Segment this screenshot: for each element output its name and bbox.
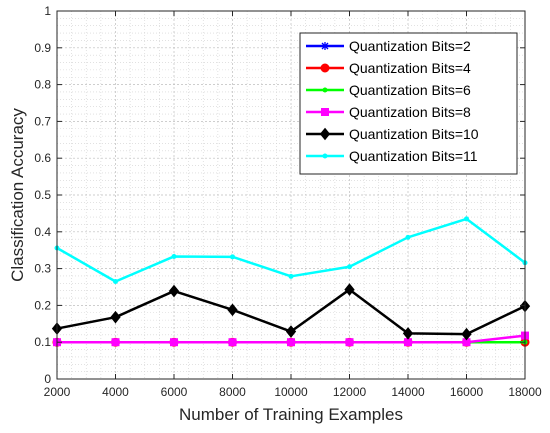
data-point — [347, 264, 352, 270]
legend-entry: Quantization Bits=4 — [306, 60, 471, 76]
data-point — [345, 338, 354, 347]
y-tick-label: 0.7 — [34, 114, 51, 128]
y-tick-label: 0.2 — [34, 298, 51, 312]
x-tick-label: 18000 — [508, 385, 542, 399]
data-point — [321, 108, 329, 116]
y-tick-label: 0.3 — [34, 262, 51, 276]
legend-label: Quantization Bits=11 — [349, 148, 478, 164]
data-point — [322, 153, 328, 159]
x-tick-label: 16000 — [450, 385, 484, 399]
y-tick-label: 1 — [44, 4, 51, 18]
legend-entry: Quantization Bits=11 — [306, 148, 478, 164]
legend-entry: Quantization Bits=8 — [306, 104, 471, 120]
x-tick-label: 8000 — [219, 385, 246, 399]
legend-entry: Quantization Bits=10 — [306, 126, 479, 142]
data-point — [321, 42, 329, 50]
y-tick-label: 0 — [44, 372, 51, 386]
legend-entry: Quantization Bits=2 — [306, 38, 471, 54]
data-point — [168, 284, 180, 298]
x-tick-label: 6000 — [161, 385, 188, 399]
legend: Quantization Bits=2 Quantization Bits=4 Qu… — [299, 32, 518, 175]
x-tick-label: 12000 — [333, 385, 367, 399]
y-axis-title: Classification Accuracy — [8, 108, 27, 282]
data-point — [230, 254, 235, 260]
data-point — [464, 216, 469, 222]
data-point — [110, 310, 121, 324]
data-point — [170, 338, 178, 347]
data-point — [285, 325, 297, 338]
y-tick-label: 0.4 — [34, 225, 51, 239]
x-tick-label: 14000 — [391, 385, 425, 399]
data-point — [404, 338, 412, 347]
y-tick-label: 0.5 — [34, 188, 51, 202]
data-point — [288, 273, 294, 279]
data-point — [322, 87, 328, 93]
x-tick-label: 4000 — [102, 385, 129, 399]
data-point — [171, 253, 177, 259]
data-point — [461, 327, 472, 341]
x-axis-title: Number of Training Examples — [179, 405, 403, 424]
y-tick-label: 0.9 — [34, 41, 51, 55]
legend-label: Quantization Bits=4 — [349, 60, 471, 76]
legend-label: Quantization Bits=6 — [349, 82, 471, 98]
y-tick-label: 0.6 — [34, 151, 51, 165]
data-point — [319, 127, 331, 141]
y-tick-label: 0.1 — [34, 335, 51, 349]
series-6 — [54, 216, 528, 284]
legend-label: Quantization Bits=8 — [349, 104, 471, 120]
x-axis-ticks: 2000 4000 6000 8000 10000 12000 14000 16000 1800… — [44, 11, 542, 399]
data-point — [287, 338, 295, 347]
legend-label: Quantization Bits=2 — [349, 38, 471, 54]
data-point — [405, 234, 411, 240]
y-axis-ticks: 0 0.1 0.2 0.3 0.4 0.5 0.6 0.7 0.8 0.9 1 — [34, 4, 525, 386]
legend-label: Quantization Bits=10 — [349, 126, 479, 142]
x-tick-label: 10000 — [274, 385, 308, 399]
y-tick-label: 0.8 — [34, 78, 51, 92]
data-point — [402, 327, 414, 340]
series-5 — [51, 283, 531, 341]
data-point — [344, 283, 355, 296]
data-point — [111, 338, 120, 347]
legend-box — [299, 32, 518, 175]
x-tick-label: 2000 — [44, 385, 71, 399]
data-point — [320, 63, 330, 73]
data-point — [113, 278, 118, 284]
data-point — [228, 338, 237, 347]
data-point-glyph — [321, 42, 329, 50]
legend-entry: Quantization Bits=6 — [306, 82, 471, 98]
data-point — [227, 303, 238, 317]
